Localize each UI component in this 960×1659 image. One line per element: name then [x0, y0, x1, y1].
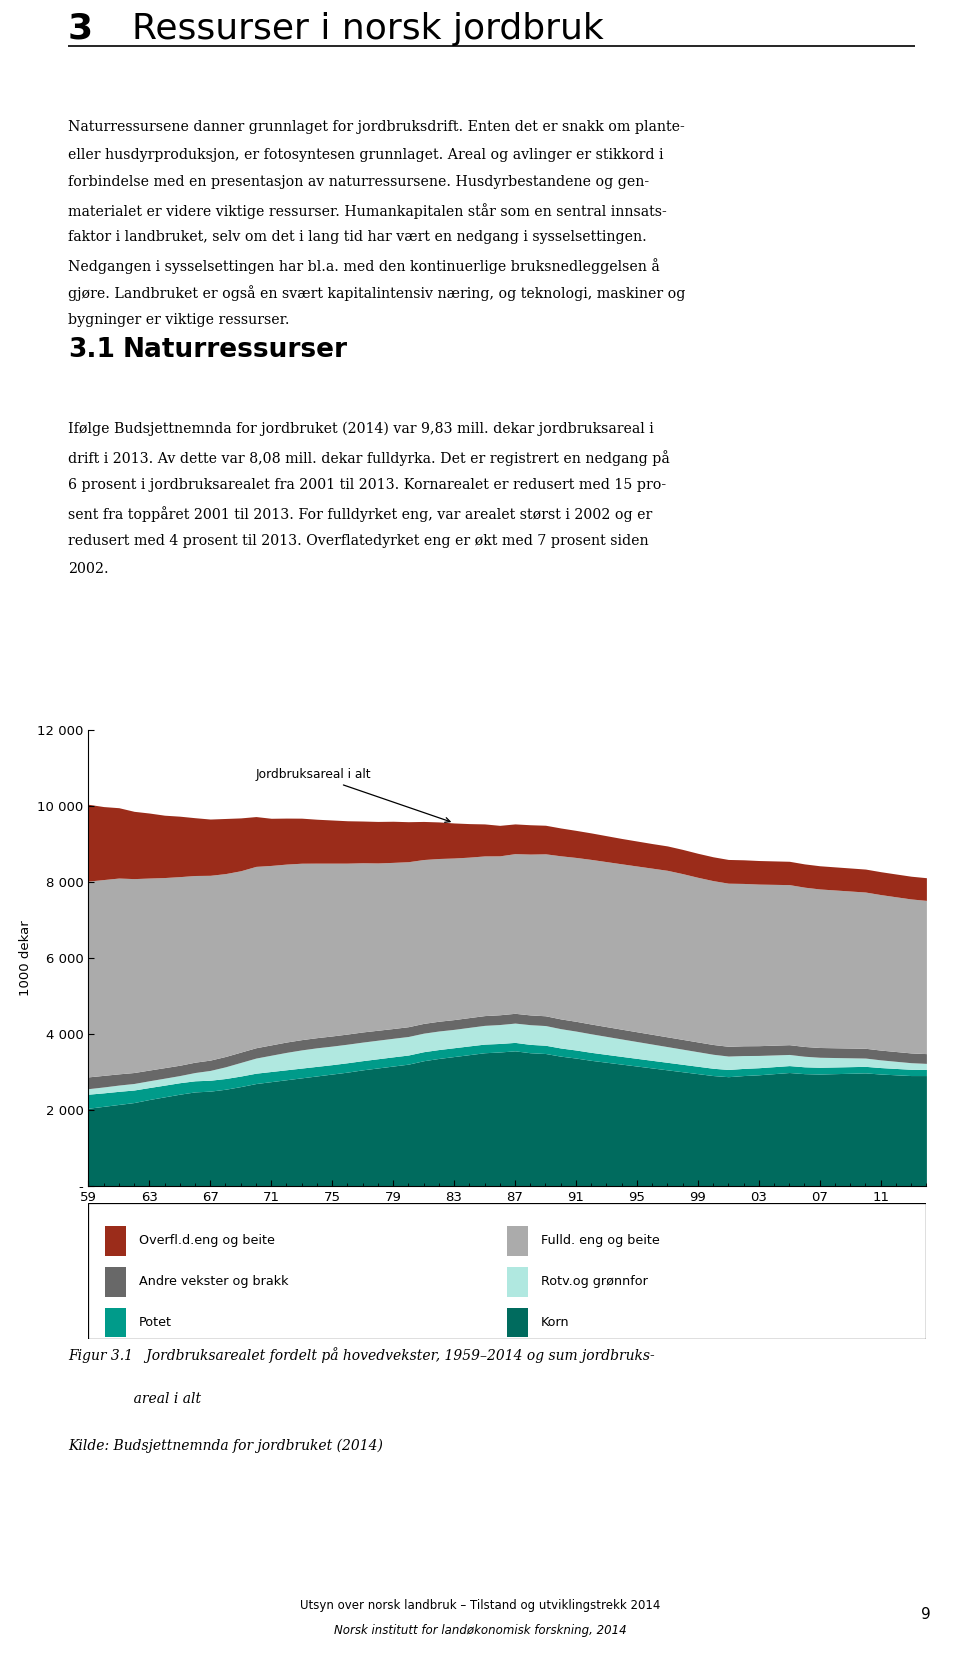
Text: 2002.: 2002.	[68, 562, 108, 576]
Text: Rotv.og grønnfor: Rotv.og grønnfor	[540, 1276, 648, 1287]
Text: 3: 3	[68, 12, 93, 45]
Text: gjøre. Landbruket er også en svært kapitalintensiv næring, og teknologi, maskine: gjøre. Landbruket er også en svært kapit…	[68, 285, 685, 302]
Text: faktor i landbruket, selv om det i lang tid har vært en nedgang i sysselsettinge: faktor i landbruket, selv om det i lang …	[68, 231, 647, 244]
Text: Potet: Potet	[138, 1316, 172, 1329]
Text: Fulld. eng og beite: Fulld. eng og beite	[540, 1234, 660, 1248]
Text: Ressurser i norsk jordbruk: Ressurser i norsk jordbruk	[132, 12, 603, 45]
Text: 3.1: 3.1	[68, 337, 115, 363]
Text: Naturressurser: Naturressurser	[123, 337, 348, 363]
Text: Korn: Korn	[540, 1316, 569, 1329]
Text: sent fra toppåret 2001 til 2013. For fulldyrket eng, var arealet størst i 2002 o: sent fra toppåret 2001 til 2013. For ful…	[68, 506, 652, 521]
Text: Naturressursene danner grunnlaget for jordbruksdrift. Enten det er snakk om plan: Naturressursene danner grunnlaget for jo…	[68, 119, 684, 134]
Text: 6 prosent i jordbruksarealet fra 2001 til 2013. Kornarealet er redusert med 15 p: 6 prosent i jordbruksarealet fra 2001 ti…	[68, 478, 666, 491]
Bar	[105, 1267, 126, 1297]
Text: eller husdyrproduksjon, er fotosyntesen grunnlaget. Areal og avlinger er stikkor: eller husdyrproduksjon, er fotosyntesen …	[68, 148, 663, 161]
Text: redusert med 4 prosent til 2013. Overflatedyrket eng er økt med 7 prosent siden: redusert med 4 prosent til 2013. Overfla…	[68, 534, 649, 547]
Text: Figur 3.1   Jordbruksarealet fordelt på hovedvekster, 1959–2014 og sum jordbruks: Figur 3.1 Jordbruksarealet fordelt på ho…	[68, 1347, 655, 1364]
Text: materialet er videre viktige ressurser. Humankapitalen står som en sentral innsa: materialet er videre viktige ressurser. …	[68, 202, 667, 219]
Text: Andre vekster og brakk: Andre vekster og brakk	[138, 1276, 288, 1287]
Text: Utsyn over norsk landbruk – Tilstand og utviklingstrekk 2014: Utsyn over norsk landbruk – Tilstand og …	[300, 1599, 660, 1613]
Text: bygninger er viktige ressurser.: bygninger er viktige ressurser.	[68, 314, 290, 327]
Text: areal i alt: areal i alt	[68, 1392, 202, 1405]
Y-axis label: 1000 dekar: 1000 dekar	[18, 921, 32, 995]
Text: forbindelse med en presentasjon av naturressursene. Husdyrbestandene og gen-: forbindelse med en presentasjon av natur…	[68, 176, 649, 189]
Bar	[105, 1226, 126, 1256]
Bar	[105, 1307, 126, 1337]
Bar	[507, 1267, 528, 1297]
Text: Norsk institutt for landøkonomisk forskning, 2014: Norsk institutt for landøkonomisk forskn…	[334, 1624, 626, 1637]
Text: Nedgangen i sysselsettingen har bl.a. med den kontinuerlige bruksnedleggelsen å: Nedgangen i sysselsettingen har bl.a. me…	[68, 257, 660, 274]
Text: Overfl.d.eng og beite: Overfl.d.eng og beite	[138, 1234, 275, 1248]
Bar	[507, 1226, 528, 1256]
Text: 9: 9	[922, 1606, 931, 1623]
Text: Ifølge Budsjettnemnda for jordbruket (2014) var 9,83 mill. dekar jordbruksareal : Ifølge Budsjettnemnda for jordbruket (20…	[68, 421, 654, 436]
Text: Jordbruksareal i alt: Jordbruksareal i alt	[256, 768, 450, 823]
Text: drift i 2013. Av dette var 8,08 mill. dekar fulldyrka. Det er registrert en nedg: drift i 2013. Av dette var 8,08 mill. de…	[68, 450, 670, 466]
X-axis label: År: År	[499, 1213, 516, 1228]
Text: Kilde: Budsjettnemnda for jordbruket (2014): Kilde: Budsjettnemnda for jordbruket (20…	[68, 1438, 383, 1453]
Bar	[507, 1307, 528, 1337]
